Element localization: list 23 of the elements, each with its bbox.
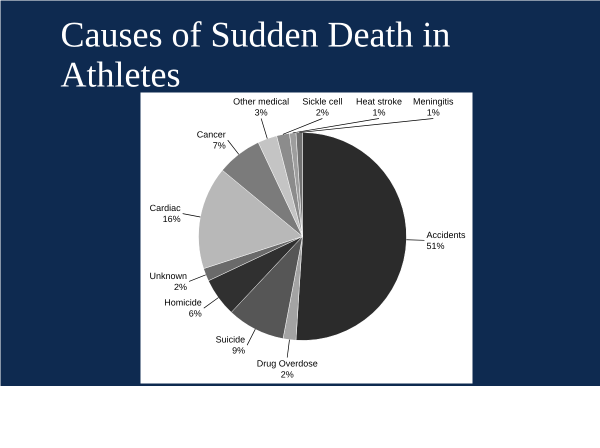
slice-label: Meningitis xyxy=(413,96,454,106)
slice-label: Suicide xyxy=(216,334,246,345)
data-label: 51% xyxy=(426,240,444,251)
slice-label: Sickle cell xyxy=(302,96,342,106)
data-label: 7% xyxy=(212,140,226,151)
data-label: 6% xyxy=(188,308,202,319)
data-label: 1% xyxy=(426,108,440,118)
slice-label: Heat stroke xyxy=(356,96,402,106)
data-label: 1% xyxy=(372,108,386,118)
data-label: 2% xyxy=(316,108,329,118)
slice-label: Cardiac xyxy=(150,203,182,214)
data-label: 3% xyxy=(254,108,268,118)
slice-label: Unknown xyxy=(150,270,188,281)
data-label: 16% xyxy=(162,214,181,224)
slice-label: Homicide xyxy=(164,298,202,308)
data-label: 9% xyxy=(232,346,246,356)
data-label: 2% xyxy=(280,370,294,380)
slice-label: Drug Overdose xyxy=(256,358,318,369)
chart-title: Causes of Sudden Death in Athletes xyxy=(60,14,450,94)
slice-label: Cancer xyxy=(196,130,226,140)
slice-label: Accidents xyxy=(426,230,466,240)
data-label: 2% xyxy=(174,282,188,292)
slice-label: Other medical xyxy=(233,96,290,106)
